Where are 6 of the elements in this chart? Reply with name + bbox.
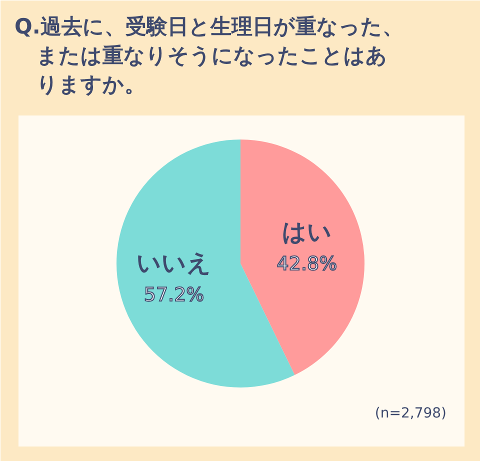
text: (n=2,798) <box>374 406 447 422</box>
slice-label: はい <box>282 218 332 246</box>
data-label: 42.8% <box>276 253 338 276</box>
slice-label: いいえ <box>136 248 212 277</box>
chart-title: Q.過去に、受験日と生理日が重なった、または重なりそうになったことはありますか。 <box>14 14 404 96</box>
data-label: 57.2% <box>144 284 204 306</box>
